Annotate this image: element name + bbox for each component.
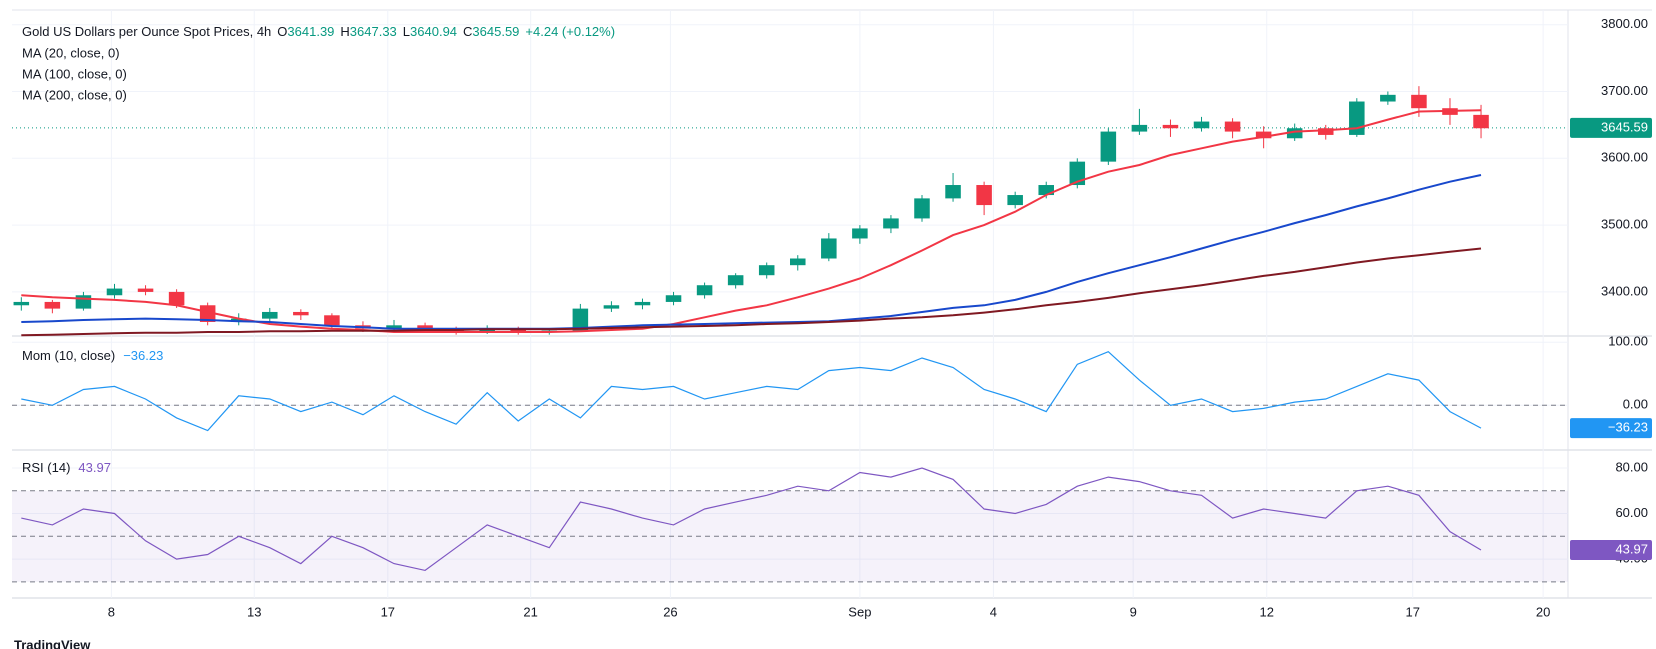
legend-entry: MA (20, close, 0)	[22, 45, 120, 60]
candle-body	[1193, 121, 1210, 129]
candle-body	[262, 311, 278, 319]
plot	[13, 86, 1489, 572]
grid	[12, 10, 1568, 598]
ma-line	[21, 174, 1482, 330]
candle-body	[1380, 94, 1396, 102]
candle-body	[75, 295, 92, 309]
candle-body	[665, 295, 682, 302]
candle-body	[634, 301, 651, 306]
y-tick-label: 3600.00	[1601, 150, 1648, 165]
candle-body	[13, 301, 30, 306]
candle-body	[168, 291, 185, 306]
candle-body	[1069, 161, 1086, 186]
price-tag-label: 3645.59	[1601, 119, 1648, 134]
momentum-line	[21, 351, 1482, 432]
labels: Gold US Dollars per Ounce Spot Prices, 4…	[14, 16, 1652, 649]
ma-line	[21, 247, 1482, 337]
rsi-line	[21, 467, 1482, 572]
y-tick-label: 3700.00	[1601, 83, 1648, 98]
x-tick-label: 17	[381, 604, 395, 619]
x-tick-label: 8	[108, 604, 115, 619]
candle-body	[696, 285, 713, 296]
ohlc-value: 3647.33	[350, 24, 397, 39]
ohlc-value: 3645.59	[472, 24, 519, 39]
candle-body	[790, 258, 806, 266]
x-tick-label: 26	[663, 604, 677, 619]
candle-body	[976, 185, 992, 206]
y-tick-label: 0.00	[1623, 397, 1648, 412]
legend-entry: MA (200, close, 0)	[22, 87, 127, 102]
candle-body	[1349, 101, 1365, 135]
y-tick-label: 60.00	[1615, 505, 1648, 520]
footer-logo: TradingView	[14, 637, 91, 649]
candle-body	[1473, 114, 1489, 129]
candle-body	[1131, 124, 1148, 132]
momentum-tag	[1570, 418, 1652, 439]
candle-body	[44, 301, 61, 309]
candle-body	[727, 275, 744, 286]
momentum-value: −36.23	[123, 348, 163, 363]
candle-body	[603, 305, 620, 309]
x-tick-label: 12	[1260, 604, 1274, 619]
candle-body	[1255, 131, 1272, 139]
legend-entry: MA (100, close, 0)	[22, 66, 127, 81]
x-tick-label: 9	[1130, 604, 1137, 619]
candle-body	[883, 218, 899, 229]
candle-body	[914, 198, 930, 219]
candle-body	[479, 328, 495, 332]
candle-body	[510, 328, 527, 332]
candle-body	[1162, 124, 1179, 129]
candle-body	[199, 305, 216, 322]
x-tick-label: 20	[1536, 604, 1550, 619]
header: Gold US Dollars per Ounce Spot Prices, 4…	[22, 24, 615, 39]
ohlc-key: L	[403, 24, 410, 39]
y-tick-label: 100.00	[1608, 334, 1648, 349]
candle-body	[821, 238, 837, 259]
candle-body	[1038, 185, 1054, 196]
chart-title: Gold US Dollars per Ounce Spot Prices, 4…	[22, 24, 271, 39]
ohlc-value: 3641.39	[287, 24, 334, 39]
rsi-legend: RSI (14) 43.97	[22, 460, 111, 475]
candle-body	[1411, 94, 1427, 109]
x-tick-label: 17	[1405, 604, 1419, 619]
ohlc-value: 3640.94	[410, 24, 457, 39]
x-tick-label: Sep	[848, 604, 871, 619]
x-tick-label: 4	[990, 604, 997, 619]
rsi-tag	[1570, 540, 1652, 561]
price-tag	[1570, 117, 1652, 138]
candle-body	[945, 185, 961, 199]
y-tick-label: 3800.00	[1601, 16, 1648, 31]
x-tick-label: 21	[523, 604, 537, 619]
candle-body	[386, 325, 402, 329]
candle-body	[1100, 131, 1117, 162]
candle-body	[758, 265, 775, 276]
rsi-name: RSI (14)	[22, 460, 70, 475]
ma-line	[21, 109, 1482, 333]
candle-body	[137, 288, 154, 292]
candle-body	[1007, 195, 1023, 206]
candle-body	[572, 308, 589, 331]
candle-body	[106, 288, 123, 296]
candle-body	[852, 228, 868, 239]
change: +4.24 (+0.12%)	[525, 24, 615, 39]
rsi-value: 43.97	[78, 460, 111, 475]
ohlc-key: H	[340, 24, 349, 39]
candle-body	[293, 311, 309, 316]
y-tick-label: 3500.00	[1601, 217, 1648, 232]
rsi-tag-label: 43.97	[1615, 541, 1648, 556]
momentum-legend: Mom (10, close) −36.23	[22, 348, 163, 363]
ohlc-key: O	[277, 24, 287, 39]
x-tick-label: 13	[247, 604, 261, 619]
momentum-name: Mom (10, close)	[22, 348, 115, 363]
candle-body	[1317, 128, 1334, 135]
candle-body	[1224, 121, 1241, 132]
candle-body	[324, 315, 340, 326]
momentum-tag-label: −36.23	[1608, 420, 1648, 435]
ohlc-key: C	[463, 24, 472, 39]
candle-body	[417, 325, 433, 329]
candle-body	[1286, 128, 1303, 139]
y-tick-label: 3400.00	[1601, 283, 1648, 298]
y-tick-label: 80.00	[1615, 459, 1648, 474]
